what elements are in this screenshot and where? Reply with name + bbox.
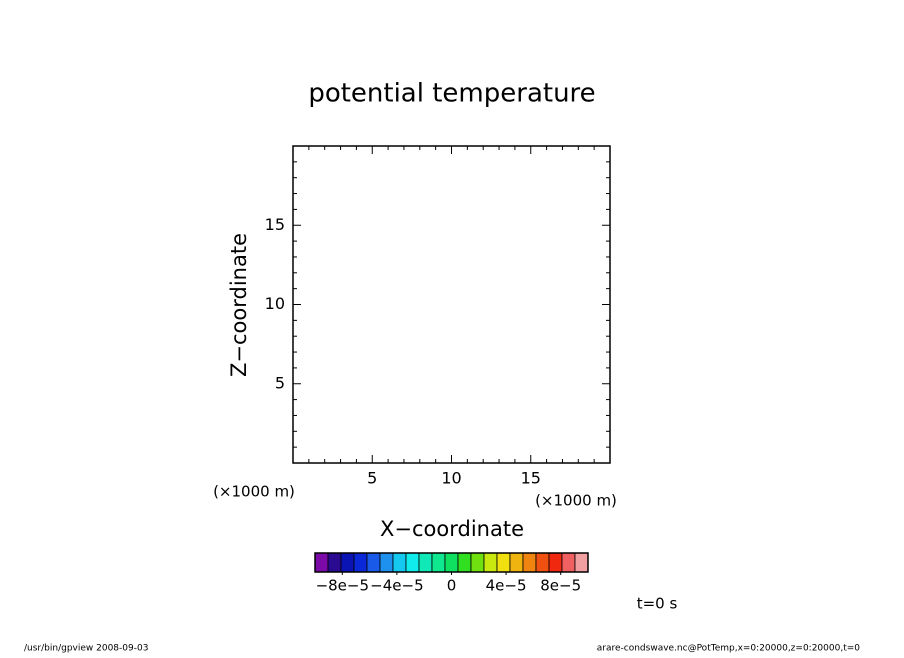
footer-left: /usr/bin/gpview 2008-09-03 bbox=[24, 644, 148, 654]
colorbar-box bbox=[353, 552, 368, 573]
x-tick-label: 5 bbox=[367, 469, 377, 488]
colorbar-box bbox=[574, 552, 589, 573]
x-tick-label: 10 bbox=[441, 469, 461, 488]
y-unit-label: (×1000 m) bbox=[213, 483, 295, 501]
colorbar-box bbox=[548, 552, 563, 573]
chart-title: potential temperature bbox=[308, 79, 595, 109]
x-tick-label: 15 bbox=[521, 469, 541, 488]
colorbar-box bbox=[509, 552, 524, 573]
colorbar-box bbox=[483, 552, 498, 573]
colorbar-tick-label: 8e−5 bbox=[540, 577, 581, 595]
time-label: t=0 s bbox=[637, 595, 678, 613]
colorbar-tick-label: −4e−5 bbox=[370, 577, 423, 595]
colorbar-tick-label: 4e−5 bbox=[486, 577, 527, 595]
colorbar-box bbox=[340, 552, 355, 573]
colorbar-tick-label: −8e−5 bbox=[316, 577, 369, 595]
y-tick-label: 15 bbox=[265, 215, 285, 234]
y-tick-label: 10 bbox=[265, 294, 285, 313]
colorbar-box bbox=[496, 552, 511, 573]
colorbar-box bbox=[314, 552, 329, 573]
colorbar-box bbox=[431, 552, 446, 573]
colorbar-box bbox=[561, 552, 576, 573]
y-axis-label: Z−coordinate bbox=[227, 233, 251, 377]
colorbar-box bbox=[327, 552, 342, 573]
plot-frame bbox=[292, 145, 611, 464]
colorbar-box bbox=[522, 552, 537, 573]
colorbar-tick-label: 0 bbox=[447, 577, 457, 595]
colorbar-box bbox=[470, 552, 485, 573]
colorbar-box bbox=[392, 552, 407, 573]
x-unit-label: (×1000 m) bbox=[535, 492, 617, 510]
colorbar-box bbox=[366, 552, 381, 573]
x-axis-label: X−coordinate bbox=[380, 517, 524, 541]
colorbar-box bbox=[405, 552, 420, 573]
y-tick-label: 5 bbox=[275, 373, 285, 392]
colorbar-box bbox=[535, 552, 550, 573]
footer-right: arare-condswave.nc@PotTemp,x=0:20000,z=0… bbox=[597, 644, 861, 654]
colorbar-box bbox=[379, 552, 394, 573]
colorbar-box bbox=[444, 552, 459, 573]
colorbar-box bbox=[418, 552, 433, 573]
colorbar-box bbox=[457, 552, 472, 573]
